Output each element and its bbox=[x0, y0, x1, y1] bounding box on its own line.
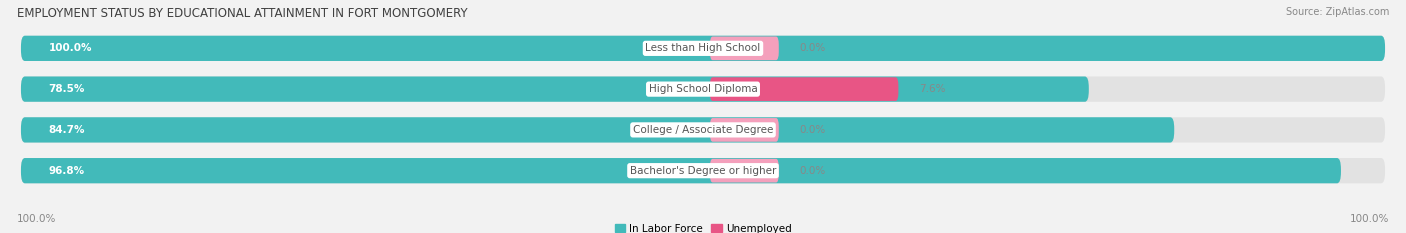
Text: EMPLOYMENT STATUS BY EDUCATIONAL ATTAINMENT IN FORT MONTGOMERY: EMPLOYMENT STATUS BY EDUCATIONAL ATTAINM… bbox=[17, 7, 468, 20]
Text: 7.6%: 7.6% bbox=[920, 84, 946, 94]
FancyBboxPatch shape bbox=[21, 76, 1088, 102]
Text: College / Associate Degree: College / Associate Degree bbox=[633, 125, 773, 135]
FancyBboxPatch shape bbox=[21, 158, 1385, 183]
Text: Less than High School: Less than High School bbox=[645, 43, 761, 53]
Text: 96.8%: 96.8% bbox=[48, 166, 84, 176]
FancyBboxPatch shape bbox=[21, 117, 1174, 143]
Text: 0.0%: 0.0% bbox=[800, 166, 825, 176]
Text: Source: ZipAtlas.com: Source: ZipAtlas.com bbox=[1285, 7, 1389, 17]
FancyBboxPatch shape bbox=[710, 77, 898, 101]
FancyBboxPatch shape bbox=[21, 36, 1385, 61]
Text: 100.0%: 100.0% bbox=[1350, 214, 1389, 224]
FancyBboxPatch shape bbox=[21, 36, 1385, 61]
FancyBboxPatch shape bbox=[21, 76, 1385, 102]
Text: 100.0%: 100.0% bbox=[48, 43, 91, 53]
Legend: In Labor Force, Unemployed: In Labor Force, Unemployed bbox=[610, 220, 796, 233]
FancyBboxPatch shape bbox=[710, 37, 779, 60]
Text: 0.0%: 0.0% bbox=[800, 43, 825, 53]
Text: 84.7%: 84.7% bbox=[48, 125, 84, 135]
Text: High School Diploma: High School Diploma bbox=[648, 84, 758, 94]
FancyBboxPatch shape bbox=[21, 158, 1341, 183]
FancyBboxPatch shape bbox=[710, 159, 779, 182]
FancyBboxPatch shape bbox=[710, 118, 779, 142]
FancyBboxPatch shape bbox=[21, 117, 1385, 143]
Text: 78.5%: 78.5% bbox=[48, 84, 84, 94]
Text: 100.0%: 100.0% bbox=[17, 214, 56, 224]
Text: Bachelor's Degree or higher: Bachelor's Degree or higher bbox=[630, 166, 776, 176]
Text: 0.0%: 0.0% bbox=[800, 125, 825, 135]
